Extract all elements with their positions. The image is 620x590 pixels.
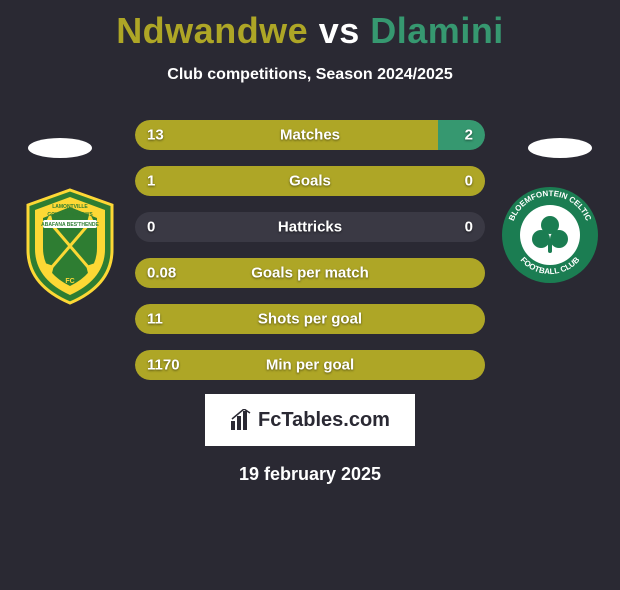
brand-text: FcTables.com: [258, 409, 390, 432]
stat-value-left: 13: [147, 127, 164, 144]
bar-chart-icon: [230, 409, 252, 431]
svg-text:ABAFANA BES'THENDE: ABAFANA BES'THENDE: [41, 222, 99, 228]
stat-value-left: 1170: [147, 357, 180, 374]
stat-value-left: 0.08: [147, 265, 176, 282]
stat-bar: 0.08 Goals per match: [135, 258, 485, 288]
stat-bar: 1170 Min per goal: [135, 350, 485, 380]
player2-club-badge: BLOEMFONTEIN CELTIC FOOTBALL CLUB: [500, 185, 600, 285]
comparison-date: 19 february 2025: [0, 464, 620, 485]
stat-value-left: 1: [147, 173, 155, 190]
svg-text:FC: FC: [65, 278, 74, 285]
stat-label: Goals per match: [251, 265, 369, 282]
stat-value-right: 0: [465, 219, 473, 236]
subtitle-text: Club competitions, Season 2024/2025: [0, 66, 620, 84]
fctables-brand-badge: FcTables.com: [205, 394, 415, 446]
stat-label: Hattricks: [278, 219, 342, 236]
svg-text:LAMONTVILLE: LAMONTVILLE: [52, 204, 88, 210]
svg-text:GOLDEN ARROWS: GOLDEN ARROWS: [47, 212, 93, 218]
stat-bar: 11 Shots per goal: [135, 304, 485, 334]
stat-bar: 13 2 Matches: [135, 120, 485, 150]
stat-value-left: 0: [147, 219, 155, 236]
comparison-title: Ndwandwe vs Dlamini: [0, 10, 620, 52]
bloemfontein-celtic-badge-icon: BLOEMFONTEIN CELTIC FOOTBALL CLUB: [500, 185, 600, 285]
vs-text: vs: [319, 10, 360, 51]
stat-bar: 0 0 Hattricks: [135, 212, 485, 242]
stat-value-left: 11: [147, 311, 163, 328]
stat-label: Goals: [289, 173, 331, 190]
stat-value-right: 0: [465, 173, 473, 190]
stat-label: Shots per goal: [258, 311, 362, 328]
stat-label: Min per goal: [266, 357, 354, 374]
stat-bar: 1 0 Goals: [135, 166, 485, 196]
golden-arrows-badge-icon: LAMONTVILLE GOLDEN ARROWS ABAFANA BES'TH…: [20, 185, 120, 305]
player2-name: Dlamini: [370, 10, 504, 51]
stat-value-right: 2: [465, 127, 473, 144]
player1-club-badge: LAMONTVILLE GOLDEN ARROWS ABAFANA BES'TH…: [20, 185, 120, 305]
stat-label: Matches: [280, 127, 340, 144]
player2-avatar-placeholder: [528, 138, 592, 158]
stat-bar-right-fill: [438, 120, 485, 150]
stats-comparison-list: 13 2 Matches 1 0 Goals 0 0 Hattricks 0.08 Goals pe…: [135, 120, 485, 380]
player1-name: Ndwandwe: [116, 10, 308, 51]
player1-avatar-placeholder: [28, 138, 92, 158]
